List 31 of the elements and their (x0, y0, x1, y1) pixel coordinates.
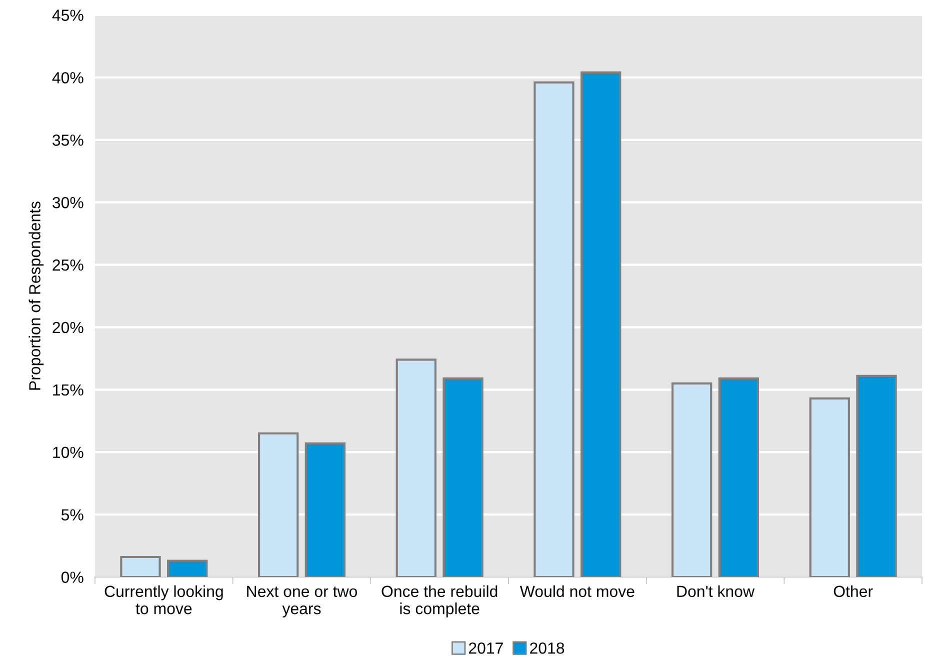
y-tick-label: 20% (52, 322, 84, 334)
y-tick-label: 5% (61, 509, 84, 520)
bar (809, 397, 850, 577)
bar (718, 377, 760, 577)
bar (580, 71, 622, 577)
y-tick-label: 0% (61, 572, 84, 583)
x-tick-label: Don't know (677, 585, 755, 598)
bar (534, 81, 574, 577)
y-tick-label: 15% (53, 384, 84, 396)
bar (120, 556, 161, 577)
bar (167, 560, 208, 577)
x-tick-label: Once the rebuild is complete (382, 585, 498, 618)
bar (856, 374, 897, 577)
y-tick-label: 35% (52, 134, 84, 146)
x-tick-label: Would not move (520, 585, 634, 598)
x-tick-label: Other (834, 585, 873, 598)
bar (442, 377, 484, 577)
x-tick-label: Next one or two years (247, 586, 358, 618)
x-tick-label: Currently looking to move (104, 585, 223, 614)
legend-label: 2018 (530, 642, 564, 654)
y-tick-label: 30% (52, 196, 84, 208)
legend-label: 2017 (468, 642, 503, 654)
y-tick-label: 40% (52, 72, 84, 84)
y-tick-label: 25% (52, 259, 84, 271)
bar (304, 442, 346, 577)
y-axis-title: Proportion of Respondents (28, 202, 44, 390)
y-tick-label: 10% (53, 446, 84, 458)
bar (258, 432, 299, 577)
bar (671, 382, 712, 577)
bar (396, 358, 436, 577)
y-tick-label: 45% (52, 10, 84, 21)
